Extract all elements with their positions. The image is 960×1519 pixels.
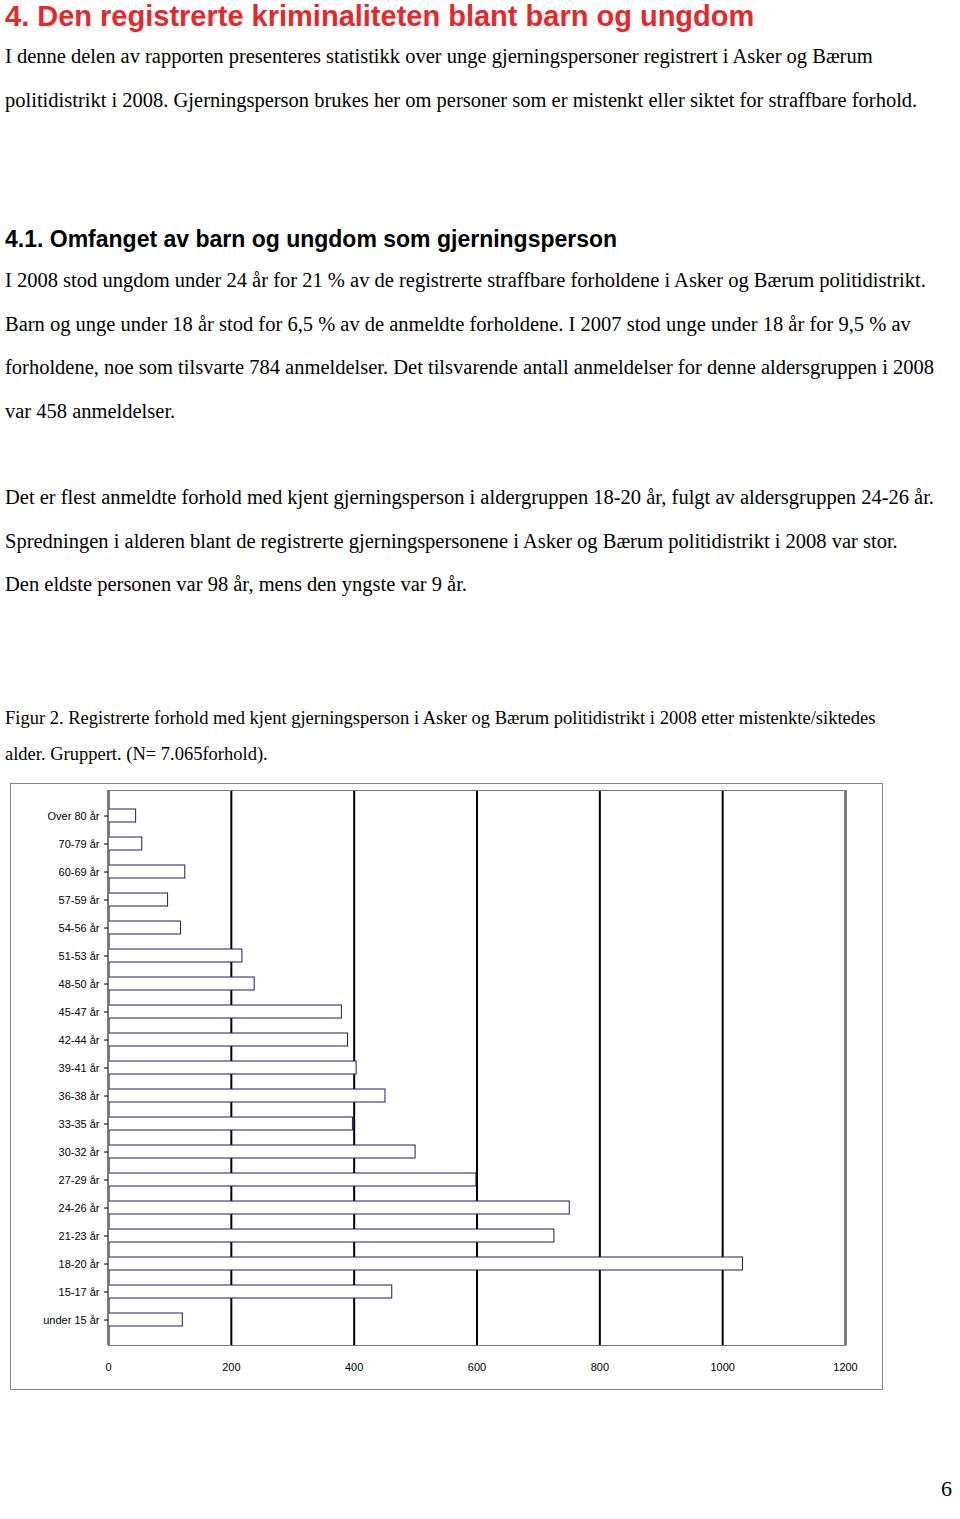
svg-text:18-20 år: 18-20 år — [59, 1258, 100, 1270]
html-text:I denne delen av rapporten pre: I denne delen av rapporten presenteres s… — [5, 45, 918, 111]
html-text:Figur 2. Registrerte forhold m: Figur 2. Registrerte forhold med kjent g… — [5, 708, 876, 764]
svg-text:27-29 år: 27-29 år — [59, 1174, 100, 1186]
html-text:4. Den registrerte kriminalite: 4. Den registrerte kriminaliteten blant … — [5, 0, 755, 32]
svg-text:48-50 år: 48-50 år — [59, 978, 100, 990]
svg-text:39-41 år: 39-41 år — [59, 1062, 100, 1074]
svg-text:36-38 år: 36-38 år — [59, 1090, 100, 1102]
svg-text:57-59 år: 57-59 år — [59, 894, 100, 906]
svg-text:21-23 år: 21-23 år — [59, 1230, 100, 1242]
html-text:4.1. Omfanget av barn og ungdo: 4.1. Omfanget av barn og ungdom som gjer… — [5, 226, 618, 252]
svg-text:30-32 år: 30-32 år — [59, 1146, 100, 1158]
svg-text:15-17 år: 15-17 år — [59, 1286, 100, 1298]
svg-text:600: 600 — [468, 1361, 486, 1373]
svg-text:200: 200 — [222, 1361, 240, 1373]
svg-text:60-69 år: 60-69 år — [59, 866, 100, 878]
svg-text:under 15 år: under 15 år — [43, 1314, 100, 1326]
svg-text:45-47 år: 45-47 år — [59, 1006, 100, 1018]
svg-text:Over 80 år: Over 80 år — [48, 810, 100, 822]
svg-text:0: 0 — [105, 1361, 111, 1373]
svg-text:51-53 år: 51-53 år — [59, 950, 100, 962]
svg-text:1200: 1200 — [833, 1361, 857, 1373]
svg-text:400: 400 — [345, 1361, 363, 1373]
svg-text:24-26 år: 24-26 år — [59, 1202, 100, 1214]
html-text:6: 6 — [941, 1476, 952, 1501]
svg-text:33-35 år: 33-35 år — [59, 1118, 100, 1130]
svg-text:800: 800 — [591, 1361, 609, 1373]
html-text:Det er flest anmeldte forhold: Det er flest anmeldte forhold med kjent … — [5, 486, 934, 595]
svg-text:54-56 år: 54-56 år — [59, 922, 100, 934]
svg-text:1000: 1000 — [710, 1361, 734, 1373]
svg-text:42-44 år: 42-44 år — [59, 1034, 100, 1046]
svg-text:70-79 år: 70-79 år — [59, 838, 100, 850]
html-text:I 2008 stod ungdom under 24 år: I 2008 stod ungdom under 24 år for 21 % … — [5, 269, 934, 422]
